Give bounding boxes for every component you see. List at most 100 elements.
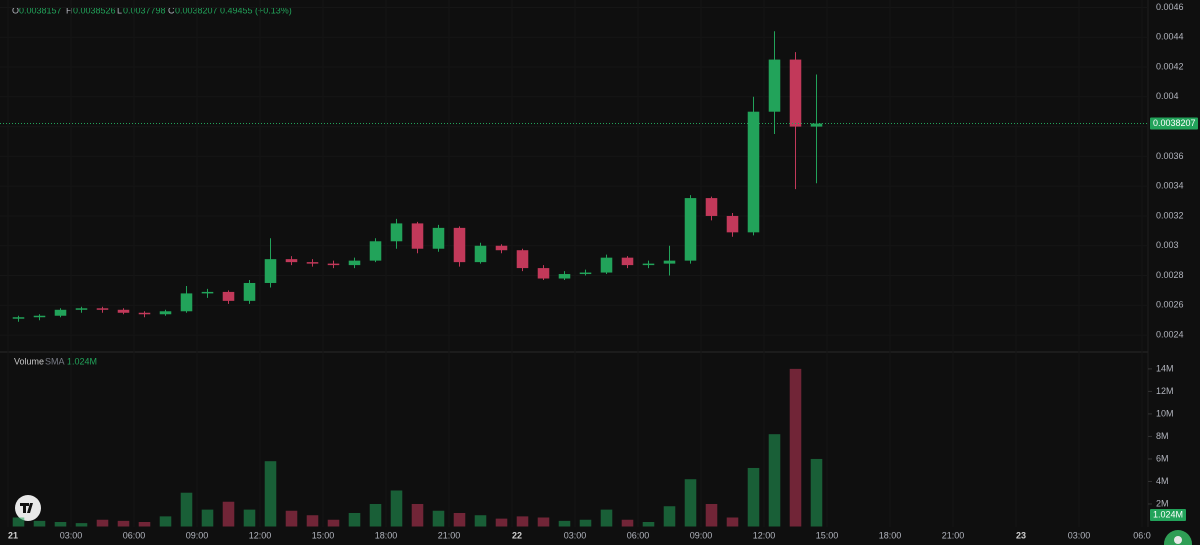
x-tick-label: 12:00 <box>753 530 776 540</box>
volume-bar <box>432 510 445 527</box>
logo-circle <box>15 495 41 521</box>
low-value: 0.0037798 <box>123 5 166 15</box>
change-value: 0.49455 (+0.13%) <box>220 5 292 15</box>
y-tick-label: 0.0026 <box>1156 300 1184 310</box>
candle-body <box>621 257 634 266</box>
volume-bar <box>768 434 781 527</box>
x-tick-label: 09:00 <box>690 530 713 540</box>
corner-button-icon <box>1174 536 1182 544</box>
last-price-label: 0.0038207 <box>1153 118 1196 128</box>
volume-bar <box>663 506 676 527</box>
volume-bar <box>453 512 466 527</box>
volume-legend: Volume SMA 1.024M <box>14 356 97 366</box>
y-tick-label: 0.0028 <box>1156 270 1184 280</box>
x-tick-label: 12:00 <box>249 530 272 540</box>
candle-body <box>705 198 718 216</box>
open-label: O <box>12 5 19 15</box>
candle-body <box>432 227 445 249</box>
candle-body <box>243 282 256 301</box>
candle-body <box>558 274 571 279</box>
volume-bar <box>684 479 697 527</box>
volume-bar <box>348 512 361 527</box>
volume-title: Volume <box>14 356 44 366</box>
volume-bar <box>495 518 508 527</box>
ohlc-header: O 0.0038157 H 0.0038526 L 0.0037798 C 0.… <box>12 5 292 15</box>
low-label: L <box>117 5 122 15</box>
candle-body <box>642 263 655 266</box>
sma-label: SMA <box>45 356 65 366</box>
sma-value: 1.024M <box>67 356 97 366</box>
volume-bar <box>138 521 151 527</box>
candle-body <box>285 259 298 263</box>
candle-body <box>453 227 466 263</box>
candle-body <box>54 309 67 316</box>
y-tick-label: 0.003 <box>1156 240 1179 250</box>
candle-body <box>579 272 592 275</box>
volume-bar <box>243 509 256 527</box>
candle-body <box>810 123 823 127</box>
x-tick-label: 06:0 <box>1133 530 1151 540</box>
volume-bar <box>12 517 25 527</box>
close-label: C <box>168 5 175 15</box>
volume-bar <box>642 521 655 527</box>
last-price-tag <box>1150 117 1198 130</box>
volume-bar <box>516 516 529 527</box>
volume-bar <box>96 519 109 527</box>
x-tick-label: 06:00 <box>123 530 146 540</box>
volume-bar <box>180 492 193 527</box>
volume-bar <box>33 520 46 527</box>
candle-body <box>117 309 130 313</box>
candle-body <box>33 315 46 318</box>
volume-bar <box>621 519 634 527</box>
x-tick-label: 03:00 <box>60 530 83 540</box>
volume-tick-label: 6M <box>1156 453 1169 463</box>
volume-bar <box>369 503 382 527</box>
candle-body <box>348 260 361 266</box>
x-tick-label: 18:00 <box>375 530 398 540</box>
candle-body <box>390 223 403 242</box>
candle-body <box>411 223 424 249</box>
y-tick-label: 0.0024 <box>1156 329 1184 339</box>
candle-body <box>663 260 676 264</box>
candle-body <box>327 263 340 266</box>
x-tick-label: 18:00 <box>879 530 902 540</box>
volume-bar <box>411 503 424 527</box>
x-tick-label: 15:00 <box>816 530 839 540</box>
volume-tick-label: 10M <box>1156 408 1174 418</box>
volume-bar <box>558 520 571 527</box>
candle-body <box>516 250 529 269</box>
logo-mark <box>20 503 33 513</box>
x-tick-label: 09:00 <box>186 530 209 540</box>
volume-tick-label: 2M <box>1156 498 1169 508</box>
candle-body <box>96 308 109 310</box>
volume-bar <box>285 510 298 527</box>
x-tick-label: 21 <box>8 530 18 540</box>
candle-body <box>600 257 613 273</box>
high-label: H <box>66 5 73 15</box>
candle-body <box>789 59 802 127</box>
y-tick-label: 0.004 <box>1156 91 1179 101</box>
volume-bar <box>159 516 172 527</box>
candle-body <box>12 317 25 319</box>
candle-body <box>75 308 88 310</box>
candle-body <box>222 291 235 301</box>
volume-bar <box>264 461 277 527</box>
volume-bar <box>726 517 739 527</box>
candle-body <box>684 198 697 261</box>
volume-bar <box>54 521 67 527</box>
x-tick-label: 15:00 <box>312 530 335 540</box>
volume-bar <box>810 458 823 527</box>
volume-bar <box>600 509 613 527</box>
candle-body <box>369 241 382 261</box>
candle-body <box>726 215 739 233</box>
candle-body <box>138 312 151 315</box>
volume-bar <box>222 501 235 527</box>
volume-bar <box>390 490 403 527</box>
open-value: 0.0038157 <box>19 5 62 15</box>
x-tick-label: 03:00 <box>1068 530 1091 540</box>
candle-body <box>264 259 277 283</box>
candle-body <box>537 268 550 279</box>
y-tick-label: 0.0044 <box>1156 32 1184 42</box>
volume-bar <box>789 368 802 527</box>
